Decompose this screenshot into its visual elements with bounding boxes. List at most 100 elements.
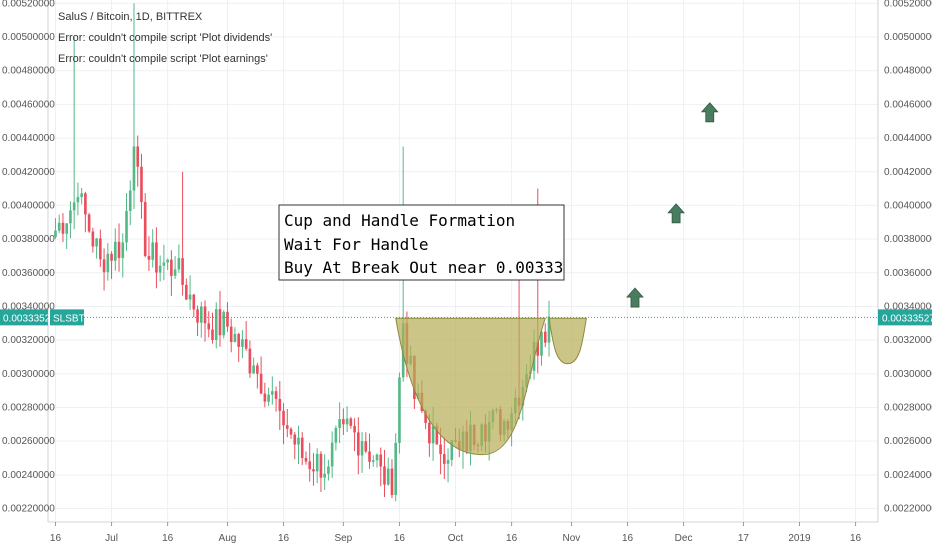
candle-body xyxy=(147,255,151,260)
candle-body xyxy=(188,294,192,300)
candle-body xyxy=(65,223,69,234)
candle-body xyxy=(267,394,270,402)
candle-body xyxy=(353,425,356,433)
y-tick-label-right: 0.00500000 xyxy=(884,32,932,43)
candle-body xyxy=(297,437,300,445)
up-arrow-icon[interactable] xyxy=(626,287,644,308)
candle-body xyxy=(357,432,360,456)
y-tick-label-right: 0.00300000 xyxy=(884,369,932,380)
candle-body xyxy=(379,454,383,467)
y-tick-label-left: 0.00360000 xyxy=(2,268,55,279)
candle-body xyxy=(368,451,371,462)
candle-body xyxy=(117,241,121,258)
annotation-line-1: Cup and Handle Formation xyxy=(284,211,515,230)
candle-body xyxy=(450,440,454,460)
candle-body xyxy=(121,242,125,258)
candle-body xyxy=(327,466,330,474)
candle-body xyxy=(398,377,401,444)
y-tick-label-left: 0.00260000 xyxy=(2,436,55,447)
candle-body xyxy=(390,468,394,496)
candle-body xyxy=(80,193,83,198)
candle-body xyxy=(128,190,132,211)
x-tick-label: 17 xyxy=(738,533,750,544)
y-tick-label-left: 0.00500000 xyxy=(2,32,55,43)
candle-body xyxy=(207,323,211,330)
candle-body xyxy=(136,146,140,167)
error-plot-dividends: Error: couldn't compile script 'Plot div… xyxy=(58,32,272,44)
y-tick-label-right: 0.00360000 xyxy=(884,268,932,279)
candle-body xyxy=(428,422,431,444)
candle-body xyxy=(214,309,218,340)
candle-body xyxy=(218,309,222,336)
up-arrow-icon[interactable] xyxy=(667,203,685,224)
y-tick-label-right: 0.00480000 xyxy=(884,66,932,77)
up-arrow-icon[interactable] xyxy=(700,102,719,123)
candle-body xyxy=(371,460,375,462)
candle-body xyxy=(424,410,427,423)
candle-body xyxy=(446,459,450,464)
x-tick-label: Oct xyxy=(448,533,464,544)
x-tick-label: 16 xyxy=(278,533,290,544)
candle-body xyxy=(319,453,323,478)
candle-body xyxy=(166,259,169,263)
candle-body xyxy=(312,469,315,472)
badge-right-background xyxy=(878,309,932,326)
candle-body xyxy=(113,241,117,261)
candle-body xyxy=(192,294,196,310)
candle-body xyxy=(315,453,319,472)
candle-body xyxy=(106,253,110,273)
candle-body xyxy=(170,259,173,276)
y-tick-label-left: 0.00320000 xyxy=(2,335,55,346)
candle-body xyxy=(143,202,147,256)
y-tick-label-left: 0.00400000 xyxy=(2,200,55,211)
candle-body xyxy=(342,419,345,425)
candle-body xyxy=(185,284,188,300)
cup-shape[interactable] xyxy=(395,317,546,456)
annotation-line-3: Buy At Break Out near 0.00333 xyxy=(284,258,563,277)
candle-body xyxy=(72,202,76,211)
candle-body xyxy=(91,231,95,247)
candle-body xyxy=(199,306,203,323)
candle-body xyxy=(256,365,259,374)
handle-shape[interactable] xyxy=(548,317,587,365)
candle-body xyxy=(241,339,244,347)
candle-body xyxy=(308,461,312,470)
y-tick-label-left: 0.00420000 xyxy=(2,167,55,178)
up-arrow-markers xyxy=(626,102,719,308)
candle-body xyxy=(274,391,278,399)
annotation-box[interactable]: Cup and Handle Formation Wait For Handle… xyxy=(278,204,565,281)
symbol-title: SaluS / Bitcoin, 1D, BITTREX xyxy=(58,11,203,23)
candle-body xyxy=(158,265,162,273)
candle-body xyxy=(304,458,308,462)
time-scale[interactable]: 16 Jul 16 Aug 16 Sep 16 Oct 16 Nov 16 Dec 17 2019 16 xyxy=(50,522,862,544)
candle-body xyxy=(282,410,285,426)
y-tick-label-left: 0.00300000 xyxy=(2,369,55,380)
right-price-scale[interactable]: 0.00520000 0.00500000 0.00480000 0.00460000… xyxy=(884,0,932,515)
candle-body xyxy=(162,262,166,266)
x-tick-label: 16 xyxy=(162,533,174,544)
candle-body xyxy=(375,454,379,461)
x-tick-label: 16 xyxy=(622,533,634,544)
candle-body xyxy=(536,342,540,356)
candle-body xyxy=(177,258,181,270)
candle-body xyxy=(345,418,349,425)
badge-left-background xyxy=(0,309,48,326)
x-tick-label: 16 xyxy=(850,533,862,544)
y-tick-label-right: 0.00240000 xyxy=(884,470,932,481)
left-price-scale[interactable]: 0.00520000 0.00500000 0.00480000 0.00460000… xyxy=(2,0,55,515)
candle-body xyxy=(132,146,136,191)
cup-and-handle-drawing xyxy=(395,317,587,456)
candle-body xyxy=(110,253,113,261)
candle-body xyxy=(540,331,543,356)
candle-body xyxy=(394,443,398,496)
candle-body xyxy=(229,326,233,342)
candle-body xyxy=(155,242,158,273)
annotation-line-2: Wait For Handle xyxy=(284,235,429,254)
candle-body xyxy=(259,373,263,394)
y-tick-label-left: 0.00240000 xyxy=(2,470,55,481)
x-tick-label: 16 xyxy=(50,533,62,544)
candle-body xyxy=(181,258,184,285)
y-tick-label-right: 0.00420000 xyxy=(884,167,932,178)
candle-body xyxy=(263,393,267,402)
